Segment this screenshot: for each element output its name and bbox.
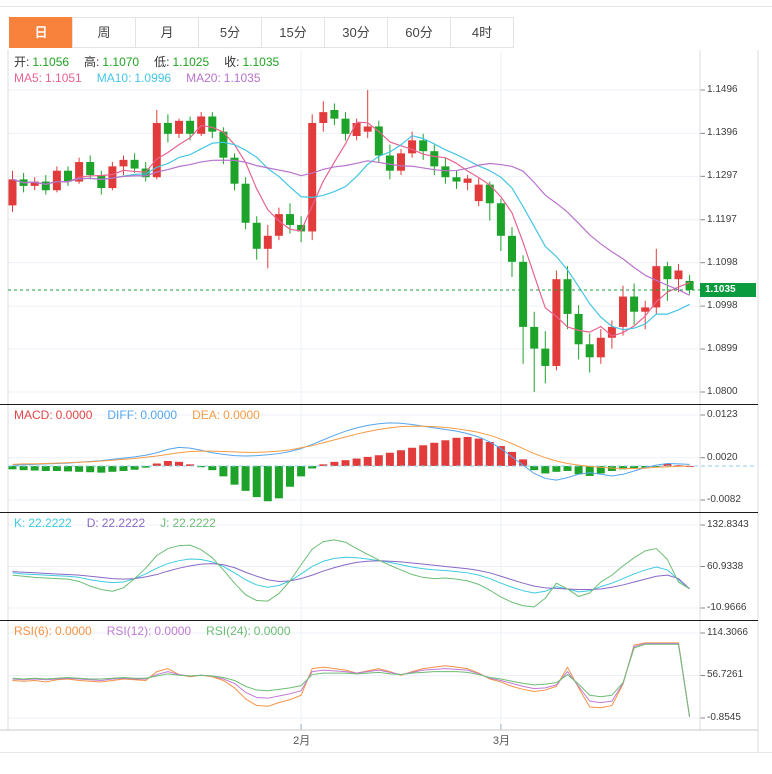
x-tick-label: 2月: [293, 735, 311, 747]
ohlc-close-value: 收: 1.1035: [224, 55, 280, 69]
macd-macd-value: MACD: 0.0000: [14, 408, 93, 422]
ohlc-high-value: 高: 1.1070: [84, 55, 140, 69]
frame-lines: [0, 50, 759, 752]
macd-diff-value: DIFF: 0.0000: [107, 408, 178, 422]
ohlc-low-value: 低: 1.1025: [154, 55, 210, 69]
d-line: [12, 560, 690, 591]
top-divider: [0, 6, 772, 7]
rsi6-line: [12, 642, 691, 718]
y-tick-label: -0.0082: [707, 494, 741, 505]
kdj-j-value: J: 22.2222: [160, 516, 216, 530]
ohlc-info-row: 开: 1.1056 高: 1.1070 低: 1.1025 收: 1.1035: [14, 55, 279, 69]
rsi-rsi12-value: RSI(12): 0.0000: [106, 624, 192, 638]
ma-ma5-value: MA5: 1.1051: [14, 71, 82, 85]
last-price-badge: 1.1035: [700, 283, 756, 298]
kdj-panel-separator: [0, 512, 758, 513]
ma20-line: [12, 159, 690, 296]
macd-info-row: MACD: 0.0000 DIFF: 0.0000 DEA: 0.0000: [14, 408, 260, 422]
bottom-divider: [0, 752, 772, 753]
j-line: [12, 539, 690, 608]
y-tick-label: 56.7261: [707, 669, 744, 681]
y-tick-label: 0.0123: [707, 409, 738, 420]
tab-30min[interactable]: 30分: [324, 17, 388, 48]
tab-60min[interactable]: 60分: [387, 17, 451, 48]
y-tick-label: 132.8343: [707, 519, 749, 530]
macd-histogram: [8, 436, 694, 502]
ohlc-open-value: 开: 1.1056: [14, 55, 70, 69]
diff-line: [12, 422, 690, 481]
rsi-rsi6-value: RSI(6): 0.0000: [14, 624, 92, 638]
rsi24-line: [12, 643, 691, 718]
timeframe-tabbar: 日周月 5分 15分 30分 60分 4时: [9, 17, 514, 48]
y-tick-label: 0.0020: [707, 451, 738, 463]
y-tick-label: 1.0899: [707, 343, 738, 355]
macd-dea-value: DEA: 0.0000: [192, 408, 260, 422]
y-tick-label: -0.8545: [707, 712, 741, 723]
y-tick-label: 1.0998: [707, 300, 738, 312]
y-tick-label: 1.0800: [707, 386, 738, 397]
macd-panel-separator: [0, 404, 758, 405]
ma-info-row: MA5: 1.1051 MA10: 1.0996 MA20: 1.1035: [14, 71, 261, 85]
y-tick-label: 1.1197: [707, 213, 737, 225]
candlestick-series: [8, 90, 694, 392]
tab-15min[interactable]: 15分: [261, 17, 325, 48]
grid-lines: [8, 50, 705, 730]
y-tick-label: 1.1496: [707, 84, 738, 95]
rsi12-line: [12, 643, 691, 718]
x-tick-label: 3月: [492, 735, 511, 747]
kdj-d-value: D: 22.2222: [86, 516, 146, 530]
kdj-k-value: K: 22.2222: [14, 516, 72, 530]
rsi-rsi24-value: RSI(24): 0.0000: [206, 624, 291, 638]
kdj-info-row: K: 22.2222 D: 22.2222 J: 22.2222: [14, 516, 216, 530]
rsi-panel-separator: [0, 620, 758, 621]
y-tick-label: 60.9338: [707, 560, 744, 572]
tab-month[interactable]: 月: [135, 17, 199, 48]
ma-ma20-value: MA20: 1.1035: [186, 71, 261, 85]
y-tick-label: 1.1396: [707, 127, 738, 139]
tab-day[interactable]: 日: [9, 17, 73, 48]
k-line: [12, 556, 690, 594]
ma-ma10-value: MA10: 1.0996: [96, 71, 172, 85]
y-tick-label: -10.9666: [707, 602, 747, 613]
y-tick-label: 114.3066: [707, 627, 748, 638]
y-tick-label: 1.1297: [707, 170, 738, 182]
dea-line: [12, 425, 690, 469]
ma5-line: [12, 121, 690, 337]
y-tick-label: 1.1098: [707, 256, 738, 268]
tab-4hour[interactable]: 4时: [450, 17, 514, 48]
rsi-info-row: RSI(6): 0.0000 RSI(12): 0.0000 RSI(24): 0.000…: [14, 624, 291, 638]
